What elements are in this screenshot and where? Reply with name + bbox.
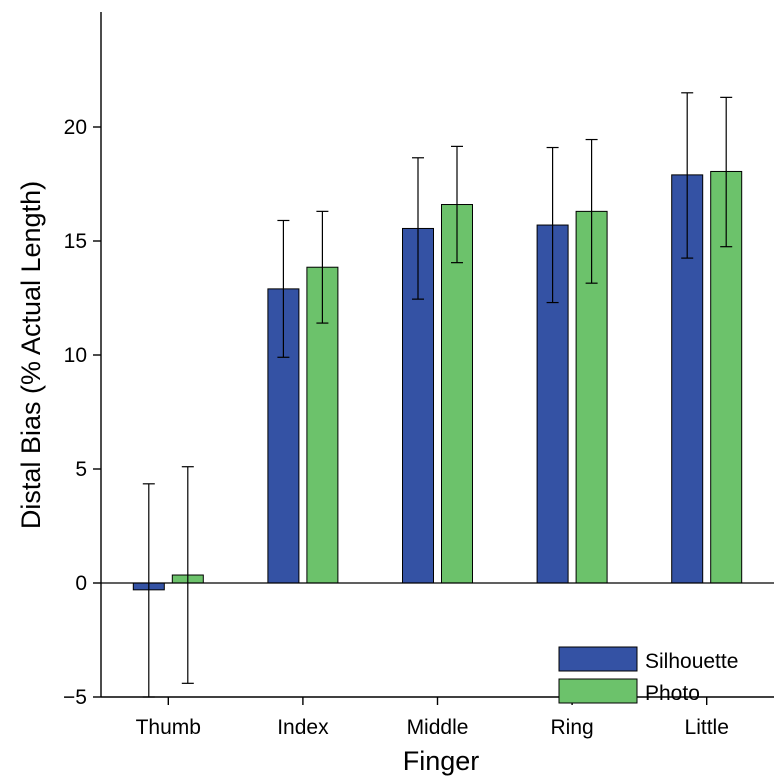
error-bar-silhouette-middle xyxy=(412,157,424,300)
error-bar-silhouette-thumb xyxy=(142,483,155,698)
legend-label-photo: Photo xyxy=(645,682,700,705)
error-bar-photo-little xyxy=(720,96,733,248)
y-tick-label: 5 xyxy=(75,458,87,481)
x-tick-label-index: Index xyxy=(277,716,329,739)
legend-swatch-photo xyxy=(558,678,638,704)
error-bar-photo-middle xyxy=(451,145,463,264)
y-tick-label: 20 xyxy=(64,116,87,139)
bars-layer xyxy=(132,170,743,591)
x-tick-label-middle: Middle xyxy=(407,716,469,739)
x-axis-title: Finger xyxy=(403,746,480,776)
y-tick-label: 10 xyxy=(64,344,87,367)
legend-swatch-silhouette xyxy=(558,646,638,672)
error-bar-photo-ring xyxy=(585,138,598,284)
error-bar-photo-index xyxy=(316,210,329,324)
legend: Silhouette Photo xyxy=(558,646,738,705)
error-bar-silhouette-little xyxy=(681,92,694,259)
error-bars-layer xyxy=(142,92,733,698)
error-bar-photo-thumb xyxy=(181,466,194,684)
axes-layer: −5 0 5 10 15 20 Thumb Index Middle Ring Little xyxy=(63,12,774,739)
x-tick-label-little: Little xyxy=(685,716,729,739)
error-bar-silhouette-ring xyxy=(546,146,559,304)
x-tick-label-ring: Ring xyxy=(550,716,593,739)
legend-label-silhouette: Silhouette xyxy=(645,650,738,673)
x-tick-label-thumb: Thumb xyxy=(136,716,201,739)
error-bar-silhouette-index xyxy=(277,219,290,358)
y-axis-title: Distal Bias (% Actual Length) xyxy=(16,181,46,529)
y-tick-label: 0 xyxy=(75,572,87,595)
y-tick-label: 15 xyxy=(64,230,87,253)
y-tick-label: −5 xyxy=(63,686,87,709)
